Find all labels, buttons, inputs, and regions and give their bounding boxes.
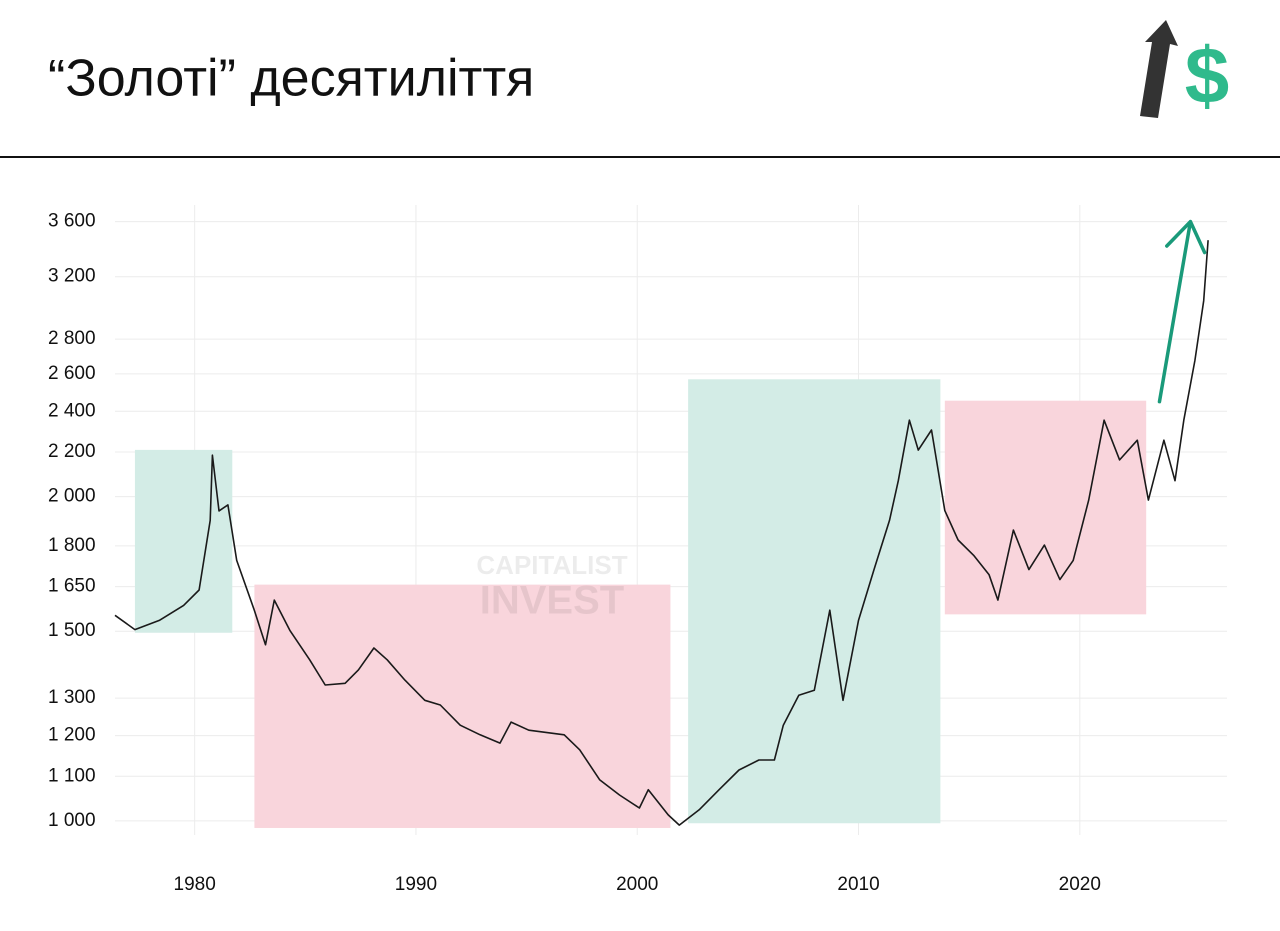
- x-tick-label: 2000: [616, 874, 658, 895]
- logo-symbol: $: [1185, 31, 1230, 120]
- watermark: CAPITALIST: [476, 550, 627, 580]
- y-tick-label: 1 800: [48, 535, 96, 556]
- y-tick-label: 1 650: [48, 576, 96, 597]
- x-tick-label: 2020: [1059, 874, 1101, 895]
- x-tick-label: 1990: [395, 874, 437, 895]
- y-tick-label: 2 400: [48, 400, 96, 421]
- x-tick-label: 1980: [174, 874, 216, 895]
- logo: $: [1140, 20, 1229, 120]
- y-tick-label: 2 200: [48, 441, 96, 462]
- plot: 1 000 1 100 1 200 1 300 1 500 1 650 1 800 2 000…: [48, 205, 1227, 895]
- watermark: INVEST: [480, 579, 624, 623]
- x-tick-label: 2010: [837, 874, 879, 895]
- y-tick-label: 1 200: [48, 725, 96, 746]
- highlight-box: [254, 584, 671, 828]
- price-line: [114, 240, 1209, 826]
- chart-title: “Золоті” десятиліття: [48, 50, 534, 108]
- y-tick-label: 2 000: [48, 486, 96, 507]
- trend-arrow: [1157, 219, 1207, 404]
- y-tick-label: 2 800: [48, 328, 96, 349]
- highlight-box: [688, 379, 941, 824]
- y-tick-label: 1 300: [48, 687, 96, 708]
- y-tick-label: 1 000: [48, 810, 96, 831]
- y-tick-label: 3 200: [48, 266, 96, 287]
- y-tick-label: 2 600: [48, 363, 96, 384]
- logo-arrow: [1140, 20, 1178, 118]
- y-tick-label: 1 100: [48, 765, 96, 786]
- highlight-box: [944, 400, 1147, 615]
- y-tick-label: 3 600: [48, 211, 96, 232]
- y-tick-label: 1 500: [48, 620, 96, 641]
